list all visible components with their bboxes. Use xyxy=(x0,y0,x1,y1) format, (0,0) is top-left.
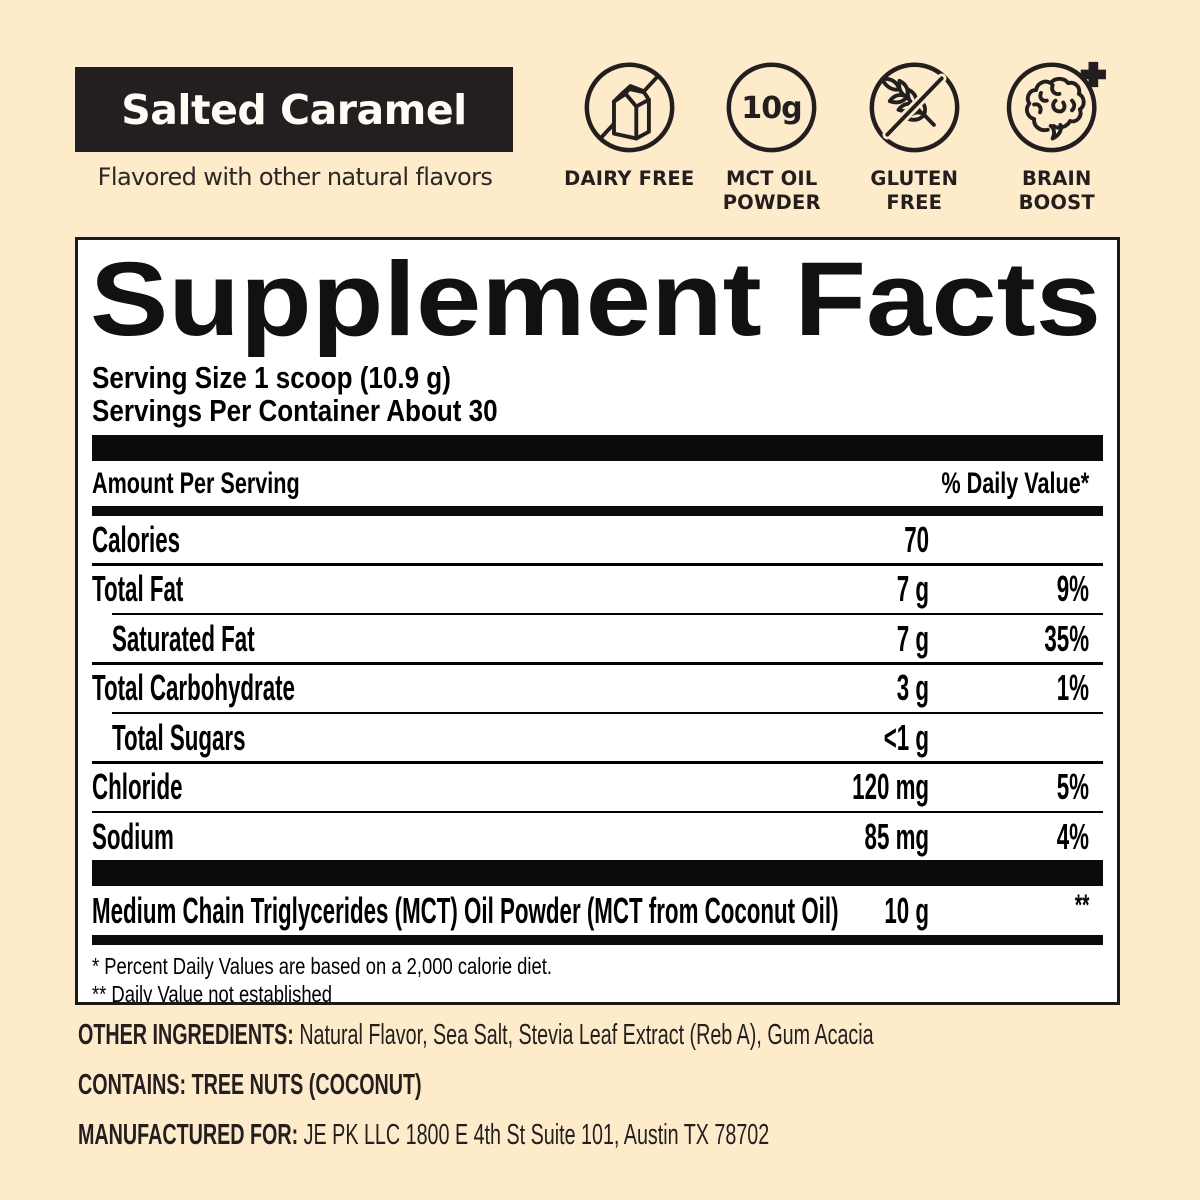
row-divider xyxy=(92,563,1103,566)
nutrient-name: Sodium xyxy=(92,815,174,857)
nutrient-daily-value: 35% xyxy=(1044,617,1089,659)
separator-bar-thick xyxy=(92,435,1103,461)
manufactured-for-line: MANUFACTURED FOR: JE PK LLC 1800 E 4th S… xyxy=(78,1119,770,1151)
nutrient-name: Total Carbohydrate xyxy=(92,667,295,708)
badge-dairy-free: DAIRY FREE xyxy=(558,57,701,215)
badge-label: BRAIN BOOST xyxy=(1018,167,1095,214)
bottom-info: OTHER INGREDIENTS: Natural Flavor, Sea S… xyxy=(78,1019,1200,1152)
badge-label: MCT OIL POWDER xyxy=(722,167,821,214)
separator-bar-medium xyxy=(92,506,1103,516)
flavor-name: Salted Caramel xyxy=(121,85,467,134)
flavor-subtitle: Flavored with other natural flavors xyxy=(97,163,493,191)
nutrient-name: Calories xyxy=(92,518,181,560)
nutrient-daily-value xyxy=(929,519,1089,561)
nutrient-daily-value: 4% xyxy=(1056,815,1089,857)
servings-per-container: Servings Per Container About 30 xyxy=(92,393,498,428)
footnote-not-established: ** Daily Value not established xyxy=(92,981,333,1005)
daily-value-header: % Daily Value* xyxy=(941,466,1089,500)
row-divider xyxy=(92,810,1103,813)
table-row-mct: Medium Chain Triglycerides (MCT) Oil Pow… xyxy=(92,886,1103,935)
table-header: Amount Per Serving % Daily Value* xyxy=(92,461,1103,506)
nutrient-amount: 10 g xyxy=(884,889,929,931)
badge-row: DAIRY FREE 10g MCT OIL POWDER xyxy=(558,57,1128,215)
svg-text:10g: 10g xyxy=(742,91,802,126)
row-divider xyxy=(112,612,1103,615)
nutrient-name: Chloride xyxy=(92,766,183,807)
row-divider xyxy=(92,662,1103,665)
nutrient-amount: 7 g xyxy=(896,568,929,609)
nutrient-daily-value: 9% xyxy=(1056,568,1089,609)
badge-label: DAIRY FREE xyxy=(564,167,695,190)
badge-brain-boost: BRAIN BOOST xyxy=(986,57,1129,215)
nutrient-daily-value xyxy=(929,717,1089,759)
flavor-name-box: Salted Caramel xyxy=(75,67,513,152)
separator-bar-thick xyxy=(92,860,1103,886)
table-row: Total Sugars <1 g xyxy=(92,714,1103,761)
badge-label: GLUTEN FREE xyxy=(870,167,959,214)
svg-text:Supplement Facts: Supplement Facts xyxy=(90,241,1101,358)
nutrient-daily-value: 1% xyxy=(1056,667,1089,708)
footnotes: * Percent Daily Values are based on a 2,… xyxy=(92,945,1103,1005)
separator-bar-medium xyxy=(92,935,1103,945)
mct-oil-powder-icon: 10g xyxy=(726,62,817,153)
badge-mct-oil: 10g MCT OIL POWDER xyxy=(701,57,844,215)
nutrient-rows: Calories 70 Total Fat 7 g 9% Saturated Fat 7 g… xyxy=(92,516,1103,860)
nutrient-amount: 70 xyxy=(904,518,929,560)
table-row: Saturated Fat 7 g 35% xyxy=(92,615,1103,662)
contains-line: CONTAINS: TREE NUTS (COCONUT) xyxy=(78,1069,422,1101)
panel-title: Supplement Facts xyxy=(90,241,1101,358)
table-row: Calories 70 xyxy=(92,516,1103,563)
supplement-facts-panel: Supplement Facts Serving Size 1 scoop (1… xyxy=(75,237,1120,1005)
dairy-free-icon xyxy=(584,62,675,153)
nutrient-daily-value: ** xyxy=(1074,889,1089,922)
nutrient-daily-value: 5% xyxy=(1056,766,1089,807)
amount-per-serving-header: Amount Per Serving xyxy=(92,466,300,500)
table-row: Total Carbohydrate 3 g 1% xyxy=(92,665,1103,712)
nutrient-amount: 7 g xyxy=(896,617,929,659)
row-divider xyxy=(92,761,1103,764)
row-divider xyxy=(112,711,1103,714)
other-ingredients-line: OTHER INGREDIENTS: Natural Flavor, Sea S… xyxy=(78,1019,874,1051)
table-row: Sodium 85 mg 4% xyxy=(92,813,1103,860)
nutrient-name: Saturated Fat xyxy=(112,617,255,659)
table-row: Total Fat 7 g 9% xyxy=(92,566,1103,613)
brain-boost-icon xyxy=(1006,61,1107,153)
nutrient-amount: 120 mg xyxy=(852,766,929,807)
nutrient-name: Medium Chain Triglycerides (MCT) Oil Pow… xyxy=(92,889,839,931)
badge-gluten-free: GLUTEN FREE xyxy=(843,57,986,215)
serving-size: Serving Size 1 scoop (10.9 g) xyxy=(92,360,451,395)
nutrient-amount: 85 mg xyxy=(864,815,929,857)
nutrient-name: Total Sugars xyxy=(112,716,246,758)
nutrient-name: Total Fat xyxy=(92,568,184,609)
nutrient-amount: <1 g xyxy=(883,716,929,758)
table-row: Chloride 120 mg 5% xyxy=(92,764,1103,811)
gluten-free-icon xyxy=(869,62,960,153)
nutrient-amount: 3 g xyxy=(896,667,929,708)
footnote-daily-values: * Percent Daily Values are based on a 2,… xyxy=(92,953,552,979)
